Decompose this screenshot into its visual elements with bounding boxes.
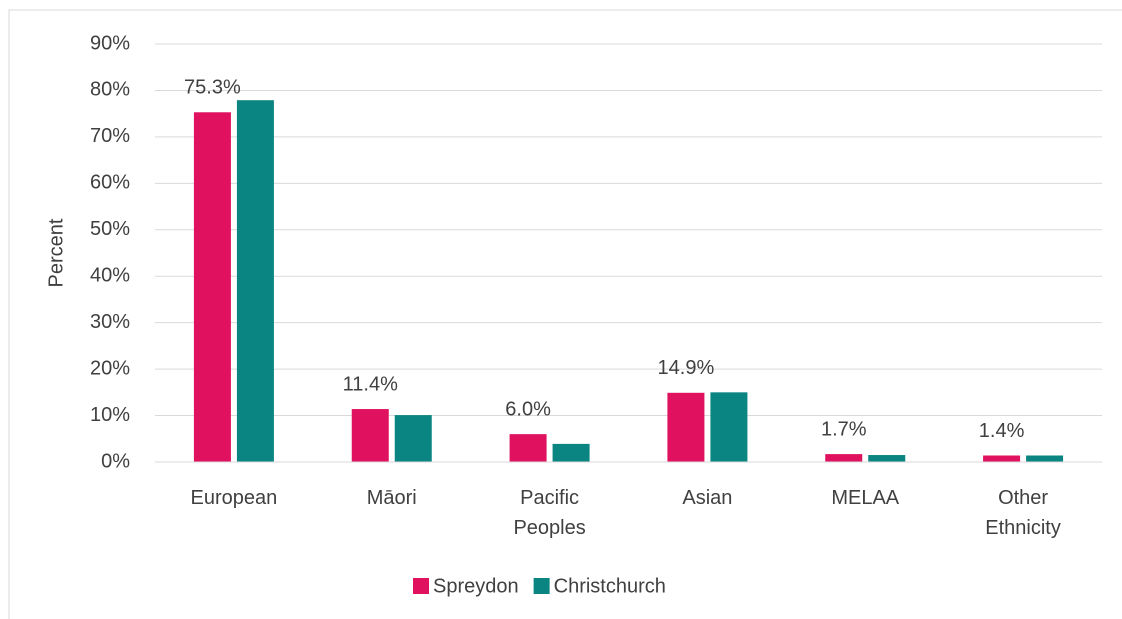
y-tick-label: 40% [90, 265, 130, 287]
bar [868, 455, 906, 462]
bar [983, 455, 1021, 462]
y-tick-label: 30% [90, 311, 130, 333]
bar [1026, 455, 1064, 462]
y-tick-label: 90% [90, 32, 130, 54]
data-label: 75.3% [184, 77, 241, 99]
legend-label: Christchurch [554, 575, 666, 597]
data-label: 14.9% [658, 357, 715, 379]
data-label: 1.4% [979, 420, 1025, 442]
y-tick-label: 10% [90, 404, 130, 426]
bar [710, 392, 748, 462]
data-label: 11.4% [343, 373, 398, 395]
legend-swatch [533, 578, 550, 594]
x-tick-label: Other Ethnicity [985, 487, 1061, 539]
bar [667, 392, 705, 462]
data-label: 6.0% [505, 398, 551, 420]
x-tick-label: European [191, 487, 278, 509]
y-axis-label: Percent [45, 218, 67, 287]
bar [509, 434, 547, 462]
x-tick-label: MELAA [831, 487, 899, 509]
bar [825, 454, 863, 462]
bar [193, 112, 231, 463]
legend-label: Spreydon [433, 575, 519, 597]
chart-frame [8, 9, 1122, 619]
bar [394, 415, 432, 462]
y-tick-label: 0% [101, 450, 130, 472]
legend-swatch [413, 578, 429, 594]
y-tick-label: 50% [90, 218, 130, 240]
y-tick-label: 70% [90, 125, 130, 147]
x-tick-label: Māori [367, 487, 417, 509]
bar [552, 443, 590, 462]
x-tick-label: Pacific Peoples [513, 487, 585, 539]
x-tick-label: Asian [682, 487, 732, 509]
y-tick-label: 20% [90, 357, 130, 379]
bar [351, 409, 389, 462]
y-tick-label: 80% [90, 79, 130, 101]
bar [236, 100, 274, 462]
data-label: 1.7% [821, 418, 867, 440]
y-tick-label: 60% [90, 172, 130, 194]
